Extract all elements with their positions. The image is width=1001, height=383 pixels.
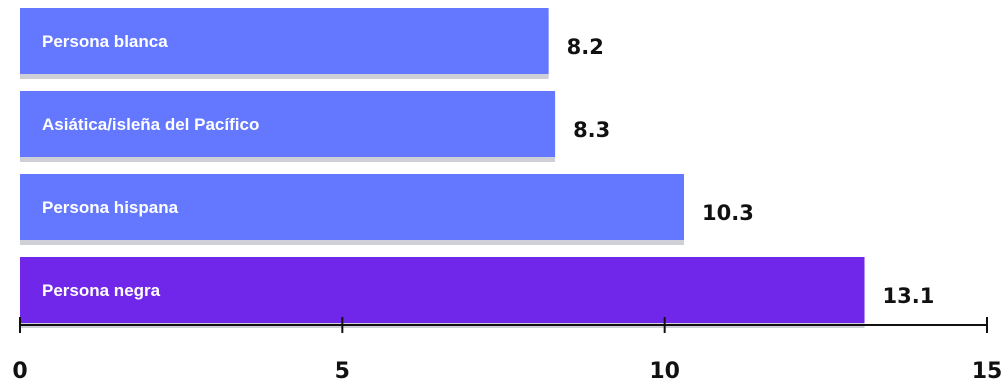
value-label: 13.1 — [883, 284, 935, 308]
value-label: 10.3 — [702, 201, 754, 225]
value-label: 8.3 — [573, 118, 610, 142]
bar — [20, 174, 685, 240]
x-tick-label: 10 — [649, 359, 680, 383]
category-label: Persona blanca — [42, 32, 168, 51]
x-tick-label: 5 — [335, 359, 350, 383]
bar — [20, 257, 865, 323]
bar — [20, 8, 549, 74]
x-tick-label: 15 — [972, 359, 1001, 383]
category-label: Persona negra — [42, 281, 161, 300]
x-tick-label: 0 — [12, 359, 27, 383]
category-label: Persona hispana — [42, 198, 179, 217]
value-label: 8.2 — [567, 35, 604, 59]
category-label: Asiática/isleña del Pacífico — [42, 115, 259, 134]
bar — [20, 91, 556, 157]
